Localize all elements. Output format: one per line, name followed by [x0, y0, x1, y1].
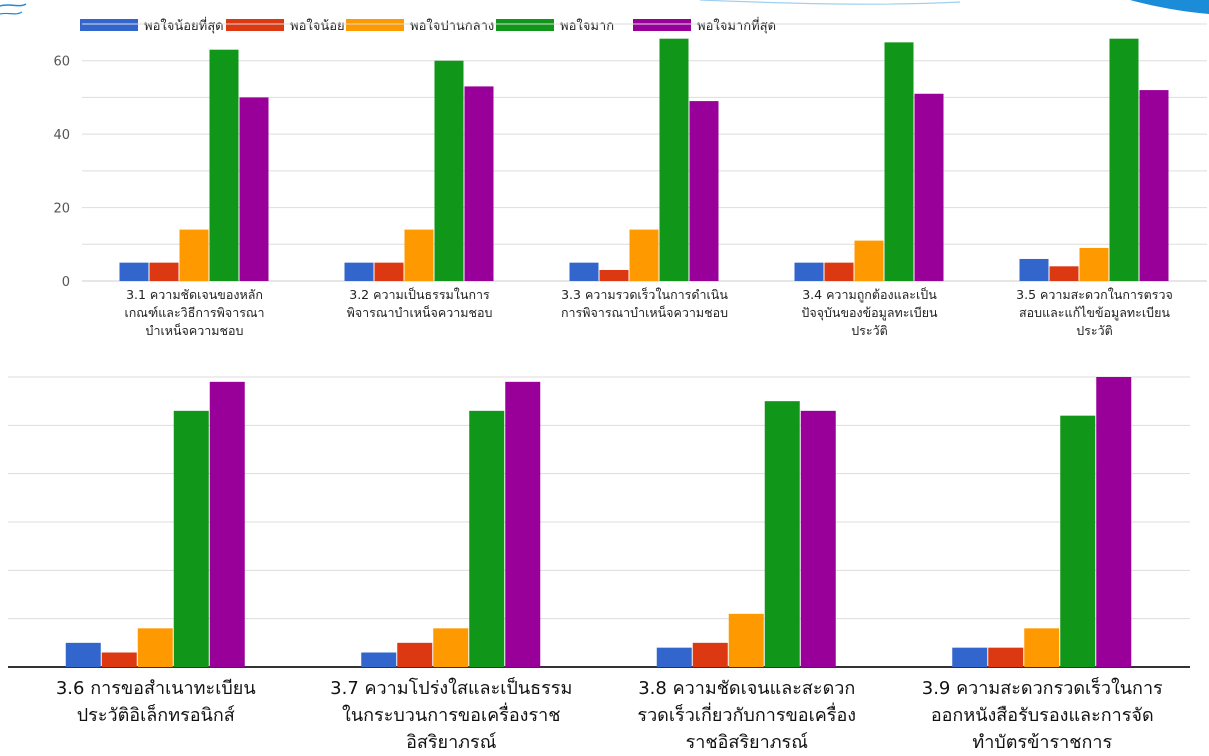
legend-swatch-1	[226, 19, 284, 31]
top-y-tick-2: 40	[53, 128, 70, 143]
top-category-label-3-0: 3.4 ความถูกต้องและเป็น	[802, 287, 937, 303]
top-y-tick-labels: 0 20 40 60	[53, 55, 70, 290]
top-category-label-3-2: ประวัติ	[851, 323, 888, 338]
top-category-label-2-0: 3.3 ความรวดเร็วในการดำเนิน	[561, 287, 728, 302]
legend-swatch-3	[496, 19, 554, 31]
bottom-category-label-2-1: รวดเร็วเกี่ยวกับการขอเครื่อง	[637, 702, 856, 726]
top-bar-cat1-series2	[404, 229, 434, 281]
bottom-bar-cat2-series3	[764, 401, 800, 667]
bottom-category-label-3-0: 3.9 ความสะดวกรวดเร็วในการ	[922, 676, 1163, 699]
top-bar-cat2-series3	[659, 38, 689, 281]
top-y-tick-1: 20	[53, 202, 70, 217]
legend-label-0: พอใจน้อยที่สุด	[144, 17, 224, 34]
legend-swatch-4	[633, 19, 691, 31]
top-bar-cat0-series4	[239, 97, 269, 281]
top-bar-cat1-series1	[374, 262, 404, 281]
top-bar-cat0-series1	[149, 262, 179, 281]
bottom-bar-cat0-series4	[209, 381, 245, 667]
top-bar-cat1-series3	[434, 60, 464, 281]
top-bar-cat2-series1	[599, 269, 629, 281]
top-bar-cat0-series0	[119, 262, 149, 281]
top-bar-cat0-series2	[179, 229, 209, 281]
legend-label-4: พอใจมากที่สุด	[697, 17, 776, 34]
bottom-bar-cat2-series4	[800, 410, 836, 667]
bottom-chart: 3.6 การขอสำเนาทะเบียนประวัติอิเล็กทรอนิก…	[8, 376, 1190, 753]
bottom-bar-cat1-series2	[433, 628, 469, 667]
bottom-bar-cat3-series3	[1060, 415, 1096, 667]
top-y-tick-0: 0	[62, 275, 70, 290]
top-bar-cat4-series3	[1109, 38, 1139, 281]
top-chart: 0 20 40 60 3.1 ความชัดเจนของหลักเกณฑ์และวิธ…	[53, 23, 1207, 338]
bottom-bar-cat0-series1	[101, 652, 137, 667]
top-bar-cat3-series4	[914, 93, 944, 281]
top-category-label-4-1: สอบและแก้ไขข้อมูลทะเบียน	[1019, 305, 1170, 321]
top-category-label-3-1: ปัจจุบันของข้อมูลทะเบียน	[801, 305, 938, 321]
top-category-label-1-1: พิจารณาบำเหน็จความชอบ	[347, 305, 493, 320]
bottom-bar-cat1-series3	[469, 410, 505, 667]
bottom-category-label-1-2: อิสริยาภรณ์	[406, 732, 496, 753]
top-bar-cat3-series1	[824, 262, 854, 281]
bottom-category-labels: 3.6 การขอสำเนาทะเบียนประวัติอิเล็กทรอนิก…	[56, 676, 1163, 753]
bottom-bar-cat2-series2	[728, 613, 764, 667]
bottom-category-label-0-0: 3.6 การขอสำเนาทะเบียน	[56, 678, 256, 699]
top-category-label-2-1: การพิจารณาบำเหน็จความชอบ	[561, 305, 728, 320]
bottom-bar-cat3-series1	[988, 647, 1024, 667]
top-y-tick-3: 60	[53, 55, 70, 70]
top-bar-cat4-series2	[1079, 247, 1109, 281]
top-category-label-0-2: บำเหน็จความชอบ	[146, 323, 244, 338]
top-bar-cat3-series3	[884, 42, 914, 281]
bottom-bar-cat2-series1	[692, 642, 728, 667]
top-category-label-1-0: 3.2 ความเป็นธรรมในการ	[349, 287, 490, 302]
legend-swatch-0	[80, 19, 138, 31]
bottom-bar-cat0-series0	[65, 642, 101, 667]
top-bar-cat1-series4	[464, 86, 494, 282]
bottom-category-label-1-0: 3.7 ความโปร่งใสและเป็นธรรม	[330, 676, 572, 699]
bottom-category-label-3-2: ทำบัตรข้าราชการ	[972, 732, 1112, 753]
bottom-bar-cat2-series0	[656, 647, 692, 667]
top-bar-cat2-series2	[629, 229, 659, 281]
bottom-bars	[65, 377, 1132, 667]
bottom-bar-cat3-series0	[952, 647, 988, 667]
bottom-bar-cat0-series3	[173, 410, 209, 667]
bottom-bar-cat0-series2	[137, 628, 173, 667]
top-bar-cat4-series4	[1139, 90, 1169, 281]
bottom-bar-cat1-series4	[505, 381, 541, 667]
top-bar-cat4-series1	[1049, 266, 1079, 281]
legend-label-2: พอใจปานกลาง	[410, 18, 494, 34]
top-category-label-0-0: 3.1 ความชัดเจนของหลัก	[126, 287, 263, 302]
bottom-bar-cat3-series2	[1024, 628, 1060, 667]
top-bar-cat2-series0	[569, 262, 599, 281]
bottom-category-label-1-1: ในกระบวนการขอเครื่องราช	[342, 702, 560, 726]
bottom-category-label-3-1: ออกหนังสือรับรองและการจัด	[931, 705, 1154, 726]
top-category-label-4-2: ประวัติ	[1076, 323, 1113, 338]
bottom-bar-cat1-series1	[397, 642, 433, 667]
top-category-label-0-1: เกณฑ์และวิธีการพิจารณา	[124, 305, 264, 320]
bottom-category-label-0-1: ประวัติอิเล็กทรอนิกส์	[77, 703, 235, 726]
legend-label-1: พอใจน้อย	[290, 18, 345, 34]
top-category-labels: 3.1 ความชัดเจนของหลักเกณฑ์และวิธีการพิจา…	[124, 287, 1172, 338]
top-bar-cat3-series0	[794, 262, 824, 281]
top-bar-cat4-series0	[1019, 258, 1049, 281]
bottom-bar-cat1-series0	[361, 652, 397, 667]
bottom-category-label-2-2: ราชอิสริยาภรณ์	[686, 732, 808, 753]
legend-label-3: พอใจมาก	[560, 18, 614, 34]
bottom-bar-cat3-series4	[1096, 377, 1132, 667]
legend-swatch-2	[346, 19, 404, 31]
top-category-label-4-0: 3.5 ความสะดวกในการตรวจ	[1016, 287, 1173, 302]
top-bar-cat3-series2	[854, 240, 884, 281]
top-bar-cat1-series0	[344, 262, 374, 281]
top-bar-cat2-series4	[689, 101, 719, 281]
bottom-category-label-2-0: 3.8 ความชัดเจนและสะดวก	[638, 678, 855, 699]
top-bars	[119, 38, 1169, 282]
legend: พอใจน้อยที่สุด พอใจน้อย พอใจปานกลาง พอใจมาก…	[80, 17, 776, 34]
top-bar-cat0-series3	[209, 49, 239, 282]
